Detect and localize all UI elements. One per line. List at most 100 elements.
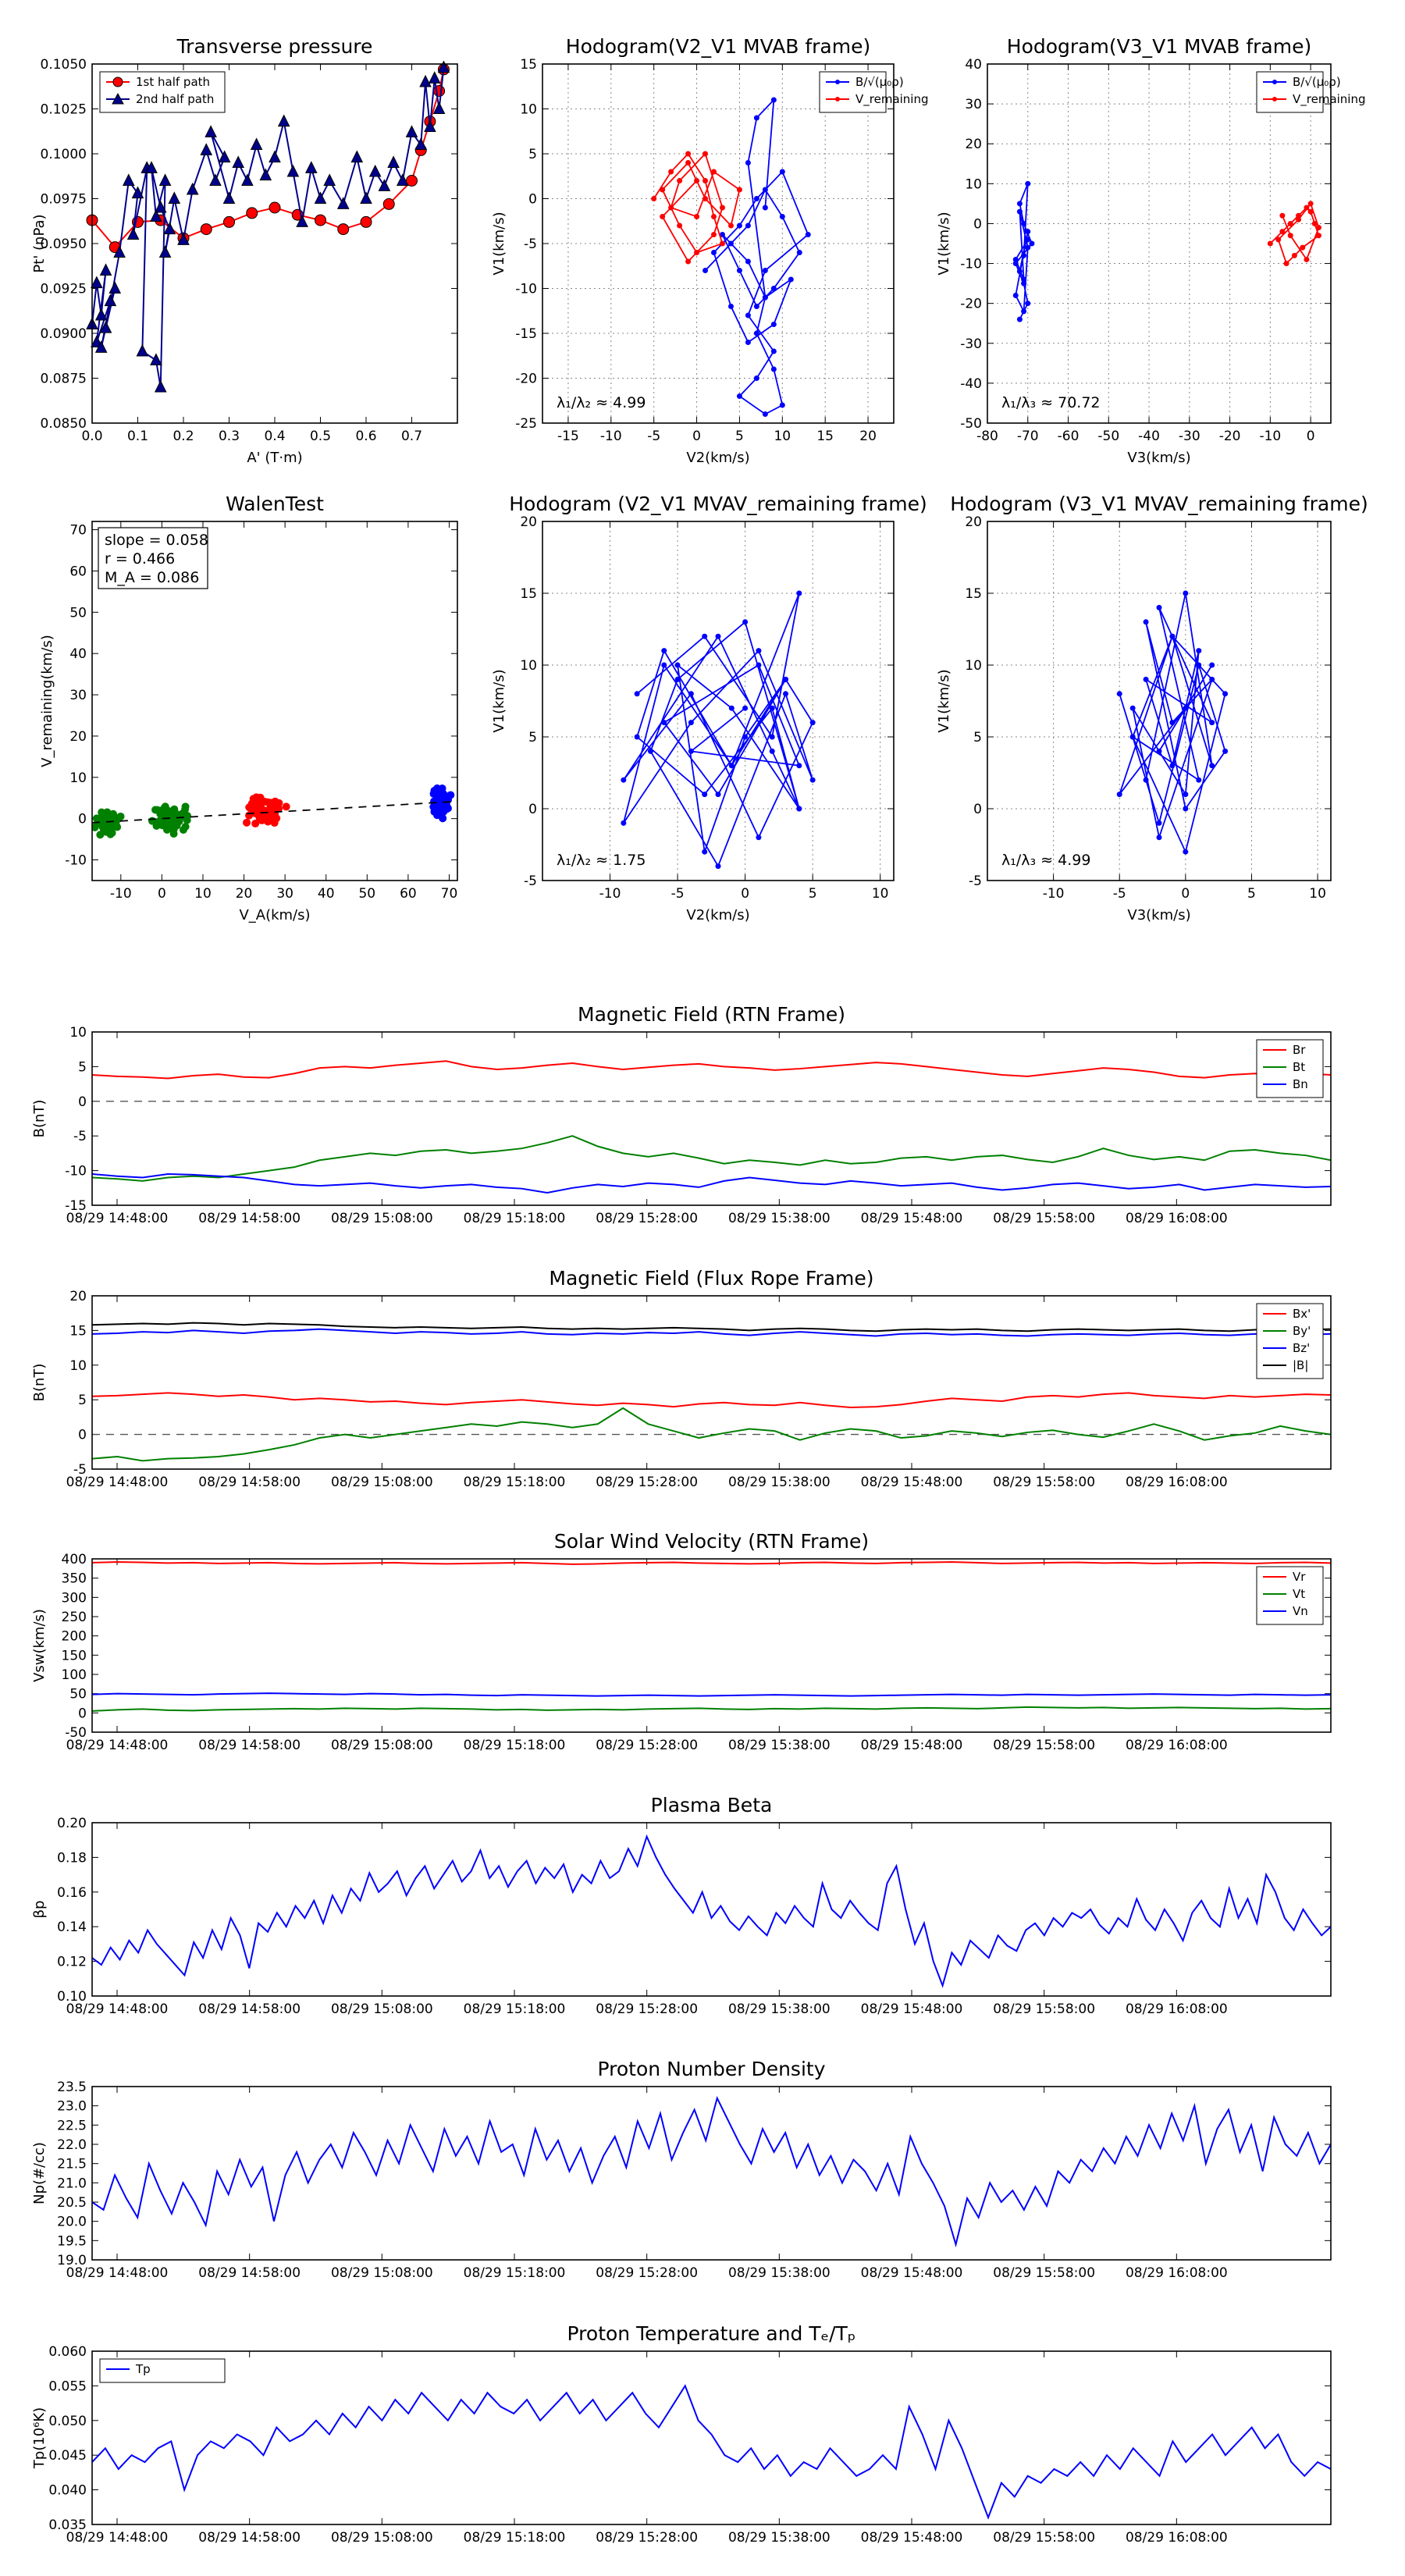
plot-frame <box>91 1031 1332 1206</box>
transverse-pressure-title: Transverse pressure <box>176 35 373 58</box>
x-time-label: 08/29 15:38:00 <box>728 1738 831 1753</box>
data-point <box>269 150 281 163</box>
plasma-beta-title: Plasma Beta <box>651 1794 773 1816</box>
x-tick-label: -10 <box>1043 886 1065 902</box>
data-point <box>406 175 418 187</box>
x-tick-label: 10 <box>1309 886 1326 902</box>
hodogram-v3-v1-mvav-eigen-ratio: λ₁/λ₃ ≈ 4.99 <box>1001 852 1090 869</box>
data-point <box>770 348 777 354</box>
plasma-beta-chart: Plasma Beta 0.10 0.12 0.14 0.16 0.18 0.20 08/29… <box>31 1794 1332 2017</box>
data-point <box>702 196 709 201</box>
x-time-label: 08/29 14:48:00 <box>66 1475 169 1490</box>
y-tick-label: 0.0850 <box>41 416 87 432</box>
proton-temperature-chart: Proton Temperature and Tₑ/Tₚ 0.035 0.040 0.… <box>31 2322 1332 2546</box>
data-point <box>183 816 191 824</box>
series-line-2 <box>92 67 445 388</box>
data-point <box>1143 676 1149 682</box>
y-tick-label: 10 <box>965 176 982 192</box>
data-point <box>753 115 759 121</box>
proton-number-density-chart: Proton Number Density 19.0 19.5 20.0 20.5 21.… <box>31 2058 1332 2281</box>
data-point <box>1209 720 1215 726</box>
plot-frame <box>91 2350 1332 2525</box>
data-point <box>315 214 326 226</box>
data-point <box>1300 244 1306 251</box>
stats-line: r = 0.466 <box>105 550 175 568</box>
data-point <box>1307 201 1314 207</box>
data-point <box>181 806 190 814</box>
x-time-label: 08/29 14:48:00 <box>66 1211 169 1226</box>
x-tick-label: 0.4 <box>264 429 285 444</box>
y-tick-label: 40 <box>965 57 982 73</box>
x-tick-label: 0.1 <box>127 429 148 444</box>
data-point <box>702 151 709 157</box>
y-tick-label: 150 <box>62 1648 87 1663</box>
data-point <box>1304 205 1310 211</box>
x-tick-label: -5 <box>1113 886 1126 902</box>
y-tick-label: 21.5 <box>57 2157 87 2172</box>
x-time-label: 08/29 15:08:00 <box>331 2001 433 2017</box>
x-tick-label: 0 <box>741 886 749 902</box>
data-point <box>1129 734 1136 740</box>
x-tick-label: 0 <box>692 429 701 444</box>
proton-number-density-title: Proton Number Density <box>598 2058 826 2080</box>
data-point <box>727 240 734 247</box>
y-tick-label: 0.060 <box>48 2344 87 2360</box>
data-point <box>1183 590 1189 596</box>
y-tick-label: 10 <box>69 770 87 786</box>
data-point <box>1169 763 1176 769</box>
data-point <box>770 322 777 327</box>
data-point <box>779 169 785 175</box>
y-tick-label: 250 <box>62 1610 87 1625</box>
data-point <box>1183 792 1189 798</box>
data-point <box>621 820 627 826</box>
legend-label: B/√(μ₀ρ) <box>1293 75 1341 89</box>
x-tick-label: -5 <box>671 886 685 902</box>
data-point <box>241 173 254 186</box>
x-tick-label: -60 <box>1058 429 1080 444</box>
data-point <box>715 633 721 639</box>
data-point <box>647 748 653 754</box>
series-line-bn <box>92 1173 1331 1194</box>
x-time-label: 08/29 15:58:00 <box>993 2265 1095 2281</box>
data-point <box>1287 220 1293 226</box>
hodogram-v2-v1-mvav-chart: Hodogram (V2_V1 MVAV_remaining frame) -5 0… <box>491 493 927 923</box>
legend-label: V_remaining <box>855 92 929 107</box>
data-point <box>1183 849 1189 855</box>
y-tick-label: -20 <box>515 372 537 387</box>
x-time-label: 08/29 15:38:00 <box>728 2530 831 2546</box>
x-time-label: 08/29 15:58:00 <box>993 1211 1095 1226</box>
y-tick-label: 0 <box>78 1706 87 1721</box>
solar-wind-velocity-chart: Solar Wind Velocity (RTN Frame) -50 0 50 100… <box>31 1530 1332 1753</box>
x-time-label: 08/29 15:08:00 <box>331 2265 433 2281</box>
y-tick-label: 5 <box>528 730 537 745</box>
data-point <box>99 320 112 333</box>
legend-label: By' <box>1293 1324 1311 1338</box>
y-tick-label: 50 <box>69 605 87 621</box>
x-time-label: 08/29 15:38:00 <box>728 2265 831 2281</box>
x-time-label: 08/29 15:58:00 <box>993 1738 1095 1753</box>
legend-label: Bn <box>1293 1077 1308 1091</box>
x-tick-label: -10 <box>110 886 132 902</box>
data-point <box>1279 212 1286 219</box>
data-point <box>165 823 174 831</box>
data-point <box>108 281 122 294</box>
data-point <box>396 173 409 186</box>
series-line-vr <box>92 1560 1331 1565</box>
data-point <box>424 119 436 132</box>
data-point <box>1025 229 1031 235</box>
hodogram-v3-v1-mvab-y-label: V1(km/s) <box>936 212 952 275</box>
data-point <box>337 223 350 236</box>
y-tick-label: 30 <box>69 688 87 703</box>
data-point <box>668 169 674 175</box>
data-point <box>145 161 158 173</box>
hodogram-v2-v1-mvab-eigen-ratio: λ₁/λ₂ ≈ 4.99 <box>557 394 646 411</box>
legend-label: Bx' <box>1293 1307 1311 1321</box>
data-point <box>1025 237 1031 243</box>
y-tick-label: 15 <box>965 586 982 602</box>
data-point <box>1311 220 1318 226</box>
data-point <box>436 793 444 802</box>
x-time-label: 08/29 15:28:00 <box>596 1211 698 1226</box>
x-tick-label: 10 <box>194 886 212 902</box>
data-point <box>446 791 455 799</box>
hodogram-v3-v1-mvav-x-label: V3(km/s) <box>1127 907 1190 923</box>
